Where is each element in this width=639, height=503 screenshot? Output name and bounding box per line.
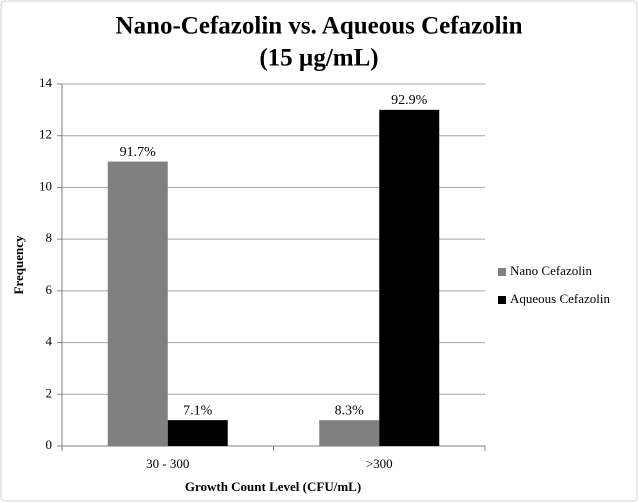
- y-tick-label: 10: [39, 178, 52, 193]
- y-tick-label: 6: [46, 282, 53, 297]
- chart-title: Nano-Cefazolin vs. Aqueous Cefazolin: [116, 13, 523, 40]
- y-tick-label: 4: [46, 334, 53, 349]
- x-tick-label: >300: [366, 456, 393, 471]
- y-tick-label: 0: [46, 437, 53, 452]
- y-tick-label: 14: [39, 75, 53, 90]
- legend-swatch: [498, 268, 506, 276]
- bar: [319, 420, 380, 446]
- y-tick-label: 2: [46, 385, 53, 400]
- bar: [107, 161, 168, 447]
- y-tick-label: 8: [46, 230, 53, 245]
- x-tick-label: 30 - 300: [146, 456, 189, 471]
- data-label: 8.3%: [335, 403, 365, 418]
- y-tick-label: 12: [39, 127, 52, 142]
- legend-label: Nano Cefazolin: [510, 263, 592, 278]
- chart-title: (15 µg/mL): [259, 45, 378, 72]
- legend-label: Aqueous Cefazolin: [510, 291, 611, 306]
- bar: [167, 420, 228, 446]
- legend-swatch: [498, 296, 506, 304]
- x-axis-label: Growth Count Level (CFU/mL): [185, 479, 361, 494]
- data-label: 7.1%: [183, 403, 213, 418]
- data-label: 91.7%: [120, 145, 157, 160]
- bar: [379, 109, 440, 446]
- y-axis-label: Frequency: [11, 235, 26, 294]
- data-label: 92.9%: [391, 93, 428, 108]
